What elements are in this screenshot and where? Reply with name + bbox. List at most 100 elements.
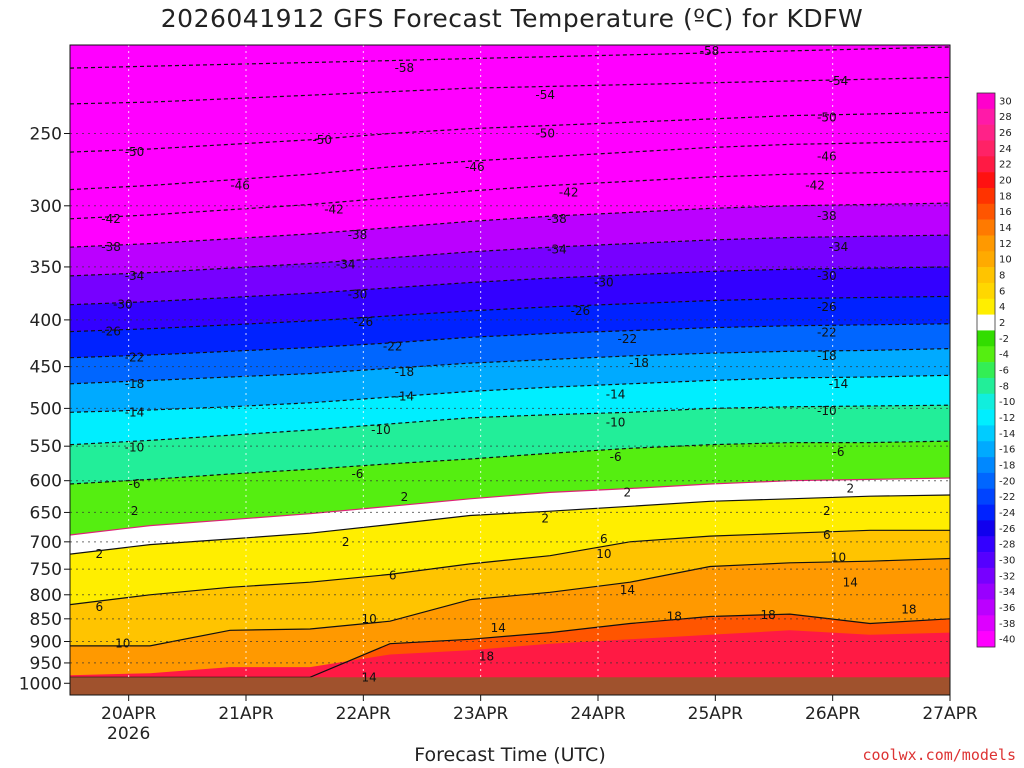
- isotherm-label: 18: [760, 608, 775, 622]
- isotherm-label: 10: [596, 547, 611, 561]
- colorbar-label: 14: [999, 223, 1012, 234]
- isotherm-label: -50: [817, 110, 837, 124]
- colorbar-label: -22: [999, 492, 1015, 503]
- colorbar-label: -20: [999, 476, 1015, 487]
- colorbar-swatch: [977, 377, 995, 395]
- x-tick-label: 26APR: [805, 704, 861, 724]
- colorbar-swatch: [977, 93, 995, 110]
- colorbar-label: -4: [999, 350, 1009, 361]
- isotherm-label: -22: [125, 351, 145, 365]
- colorbar-label: 4: [999, 302, 1005, 313]
- colorbar-swatch: [977, 599, 995, 616]
- isotherm-label: -18: [395, 365, 415, 379]
- isotherm-label: -22: [383, 340, 403, 354]
- isotherm-label: 2: [541, 511, 549, 525]
- y-tick-label: 700: [30, 533, 62, 553]
- isotherm-label: -38: [101, 240, 121, 254]
- isotherm-label: -38: [547, 212, 567, 226]
- isotherm-label: -54: [829, 74, 849, 88]
- colorbar-frame: [976, 92, 996, 648]
- isotherm-label: 2: [823, 504, 831, 518]
- colorbar-label: 18: [999, 191, 1012, 202]
- isotherm-label: -22: [817, 326, 837, 340]
- isotherm-label: 18: [667, 609, 682, 623]
- isotherm-label: -14: [395, 389, 415, 403]
- colorbar-label: -28: [999, 540, 1015, 551]
- isotherm-label: -10: [817, 404, 837, 418]
- y-tick-label: 800: [30, 586, 62, 606]
- x-tick-year-label: 2026: [107, 724, 150, 744]
- isotherm-label: -30: [817, 269, 837, 283]
- isotherm-label: 2: [342, 535, 350, 549]
- colorbar-label: -36: [999, 603, 1015, 614]
- isotherm-label: -34: [125, 269, 145, 283]
- x-tick-label: 20APR: [101, 704, 157, 724]
- isotherm-label: 10: [831, 550, 846, 564]
- y-tick-label: 350: [30, 258, 62, 278]
- isotherm-label: 14: [843, 576, 858, 590]
- colorbar-swatch: [977, 156, 995, 173]
- isotherm-label: -6: [610, 450, 622, 464]
- colorbar-swatch: [977, 298, 995, 315]
- isotherm-label: -30: [348, 287, 368, 301]
- colorbar-label: -24: [999, 508, 1015, 519]
- isotherm-label: -22: [618, 332, 638, 346]
- isotherm-label: -10: [125, 441, 145, 455]
- colorbar-swatch: [977, 251, 995, 268]
- colorbar-label: 24: [999, 144, 1012, 155]
- x-tick-label: 22APR: [336, 704, 392, 724]
- isotherm-label: -50: [125, 145, 145, 159]
- isotherm-label: -26: [571, 304, 591, 318]
- isotherm-label: 2: [96, 547, 104, 561]
- colorbar-swatch: [977, 362, 995, 379]
- colorbar-label: 10: [999, 255, 1012, 266]
- isotherm-label: -14: [606, 388, 626, 402]
- isotherm-label: -26: [817, 300, 837, 314]
- colorbar-swatch: [977, 425, 995, 442]
- colorbar-swatch: [977, 583, 995, 600]
- y-tick-label: 750: [30, 560, 62, 580]
- y-tick-label: 450: [30, 358, 62, 378]
- isotherm--46: [70, 140, 950, 191]
- isotherm-label: 18: [479, 650, 494, 664]
- y-tick-label: 850: [30, 610, 62, 630]
- isotherm-label: 18: [901, 602, 916, 616]
- isotherm-label: -6: [833, 445, 845, 459]
- isotherm-label: 2: [401, 490, 409, 504]
- colorbar-label: 20: [999, 176, 1012, 187]
- colorbar-swatch: [977, 346, 995, 363]
- isotherm-label: 6: [389, 568, 397, 582]
- isotherm-label: -26: [354, 315, 374, 329]
- isotherm-label: 2: [131, 504, 139, 518]
- colorbar-swatch: [977, 203, 995, 220]
- isotherm-label: 14: [620, 583, 635, 597]
- colorbar-swatch: [977, 314, 995, 331]
- colorbar-swatch: [977, 441, 995, 458]
- isotherm-label: -18: [817, 349, 837, 363]
- isotherm-label: -14: [125, 405, 145, 419]
- colorbar-label: 26: [999, 128, 1012, 139]
- colorbar-swatch: [977, 235, 995, 252]
- colorbar-label: -34: [999, 587, 1015, 598]
- isotherm-label: 14: [362, 670, 377, 684]
- isotherm-label: -34: [829, 240, 849, 254]
- colorbar-swatch: [977, 267, 995, 284]
- colorbar-label: -2: [999, 334, 1009, 345]
- isotherm-label: -34: [336, 258, 356, 272]
- colorbar-label: -14: [999, 429, 1015, 440]
- isotherm-label: 14: [491, 621, 506, 635]
- isotherm-label: -18: [629, 356, 649, 370]
- isotherm-label: -26: [101, 325, 121, 339]
- colorbar-swatch: [977, 472, 995, 490]
- colorbar-swatch: [977, 172, 995, 189]
- colorbar-swatch: [977, 187, 995, 205]
- isotherm-label: 2: [846, 482, 854, 496]
- x-tick-label: 23APR: [453, 704, 509, 724]
- isotherm-label: -46: [230, 178, 250, 192]
- isotherm-label: -42: [559, 185, 579, 199]
- y-tick-label: 550: [30, 437, 62, 457]
- isotherm-label: -38: [348, 228, 368, 242]
- isotherm-10: [70, 557, 950, 647]
- isotherm-label: -50: [535, 126, 555, 140]
- x-tick-label: 21APR: [218, 704, 274, 724]
